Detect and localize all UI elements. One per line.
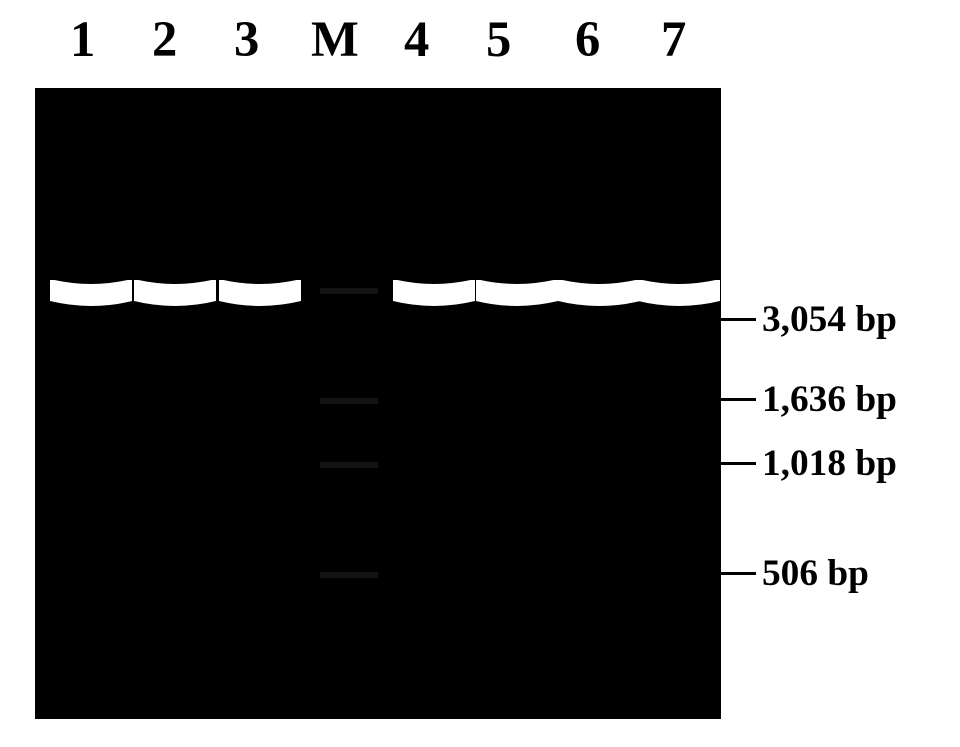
lane-label-3: 3 [234, 10, 259, 68]
marker-label-3: 506 bp [762, 552, 869, 595]
lane-label-7: 7 [661, 10, 686, 68]
lane-label-4: 4 [404, 10, 429, 68]
marker-label-1: 1,636 bp [762, 378, 897, 421]
marker-tick-1 [721, 398, 756, 401]
marker-tick-0 [721, 318, 756, 321]
lane-label-1: 1 [70, 10, 95, 68]
lane-label-5: 5 [486, 10, 511, 68]
gel-image [35, 88, 721, 719]
marker-label-2: 1,018 bp [762, 442, 897, 485]
marker-tick-2 [721, 462, 756, 465]
lane-label-M: M [311, 10, 359, 68]
marker-label-0: 3,054 bp [762, 298, 897, 341]
lane-label-2: 2 [152, 10, 177, 68]
gel-figure: 123M45 6 7 3,054 bp 1,636 bp 1,018 bp 506 bp [0, 0, 960, 747]
lane-label-6: 6 [575, 10, 600, 68]
marker-tick-3 [721, 572, 756, 575]
